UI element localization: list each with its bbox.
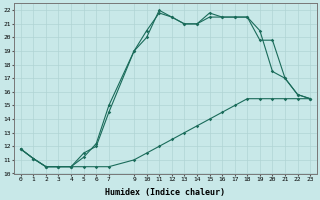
- X-axis label: Humidex (Indice chaleur): Humidex (Indice chaleur): [106, 188, 226, 197]
